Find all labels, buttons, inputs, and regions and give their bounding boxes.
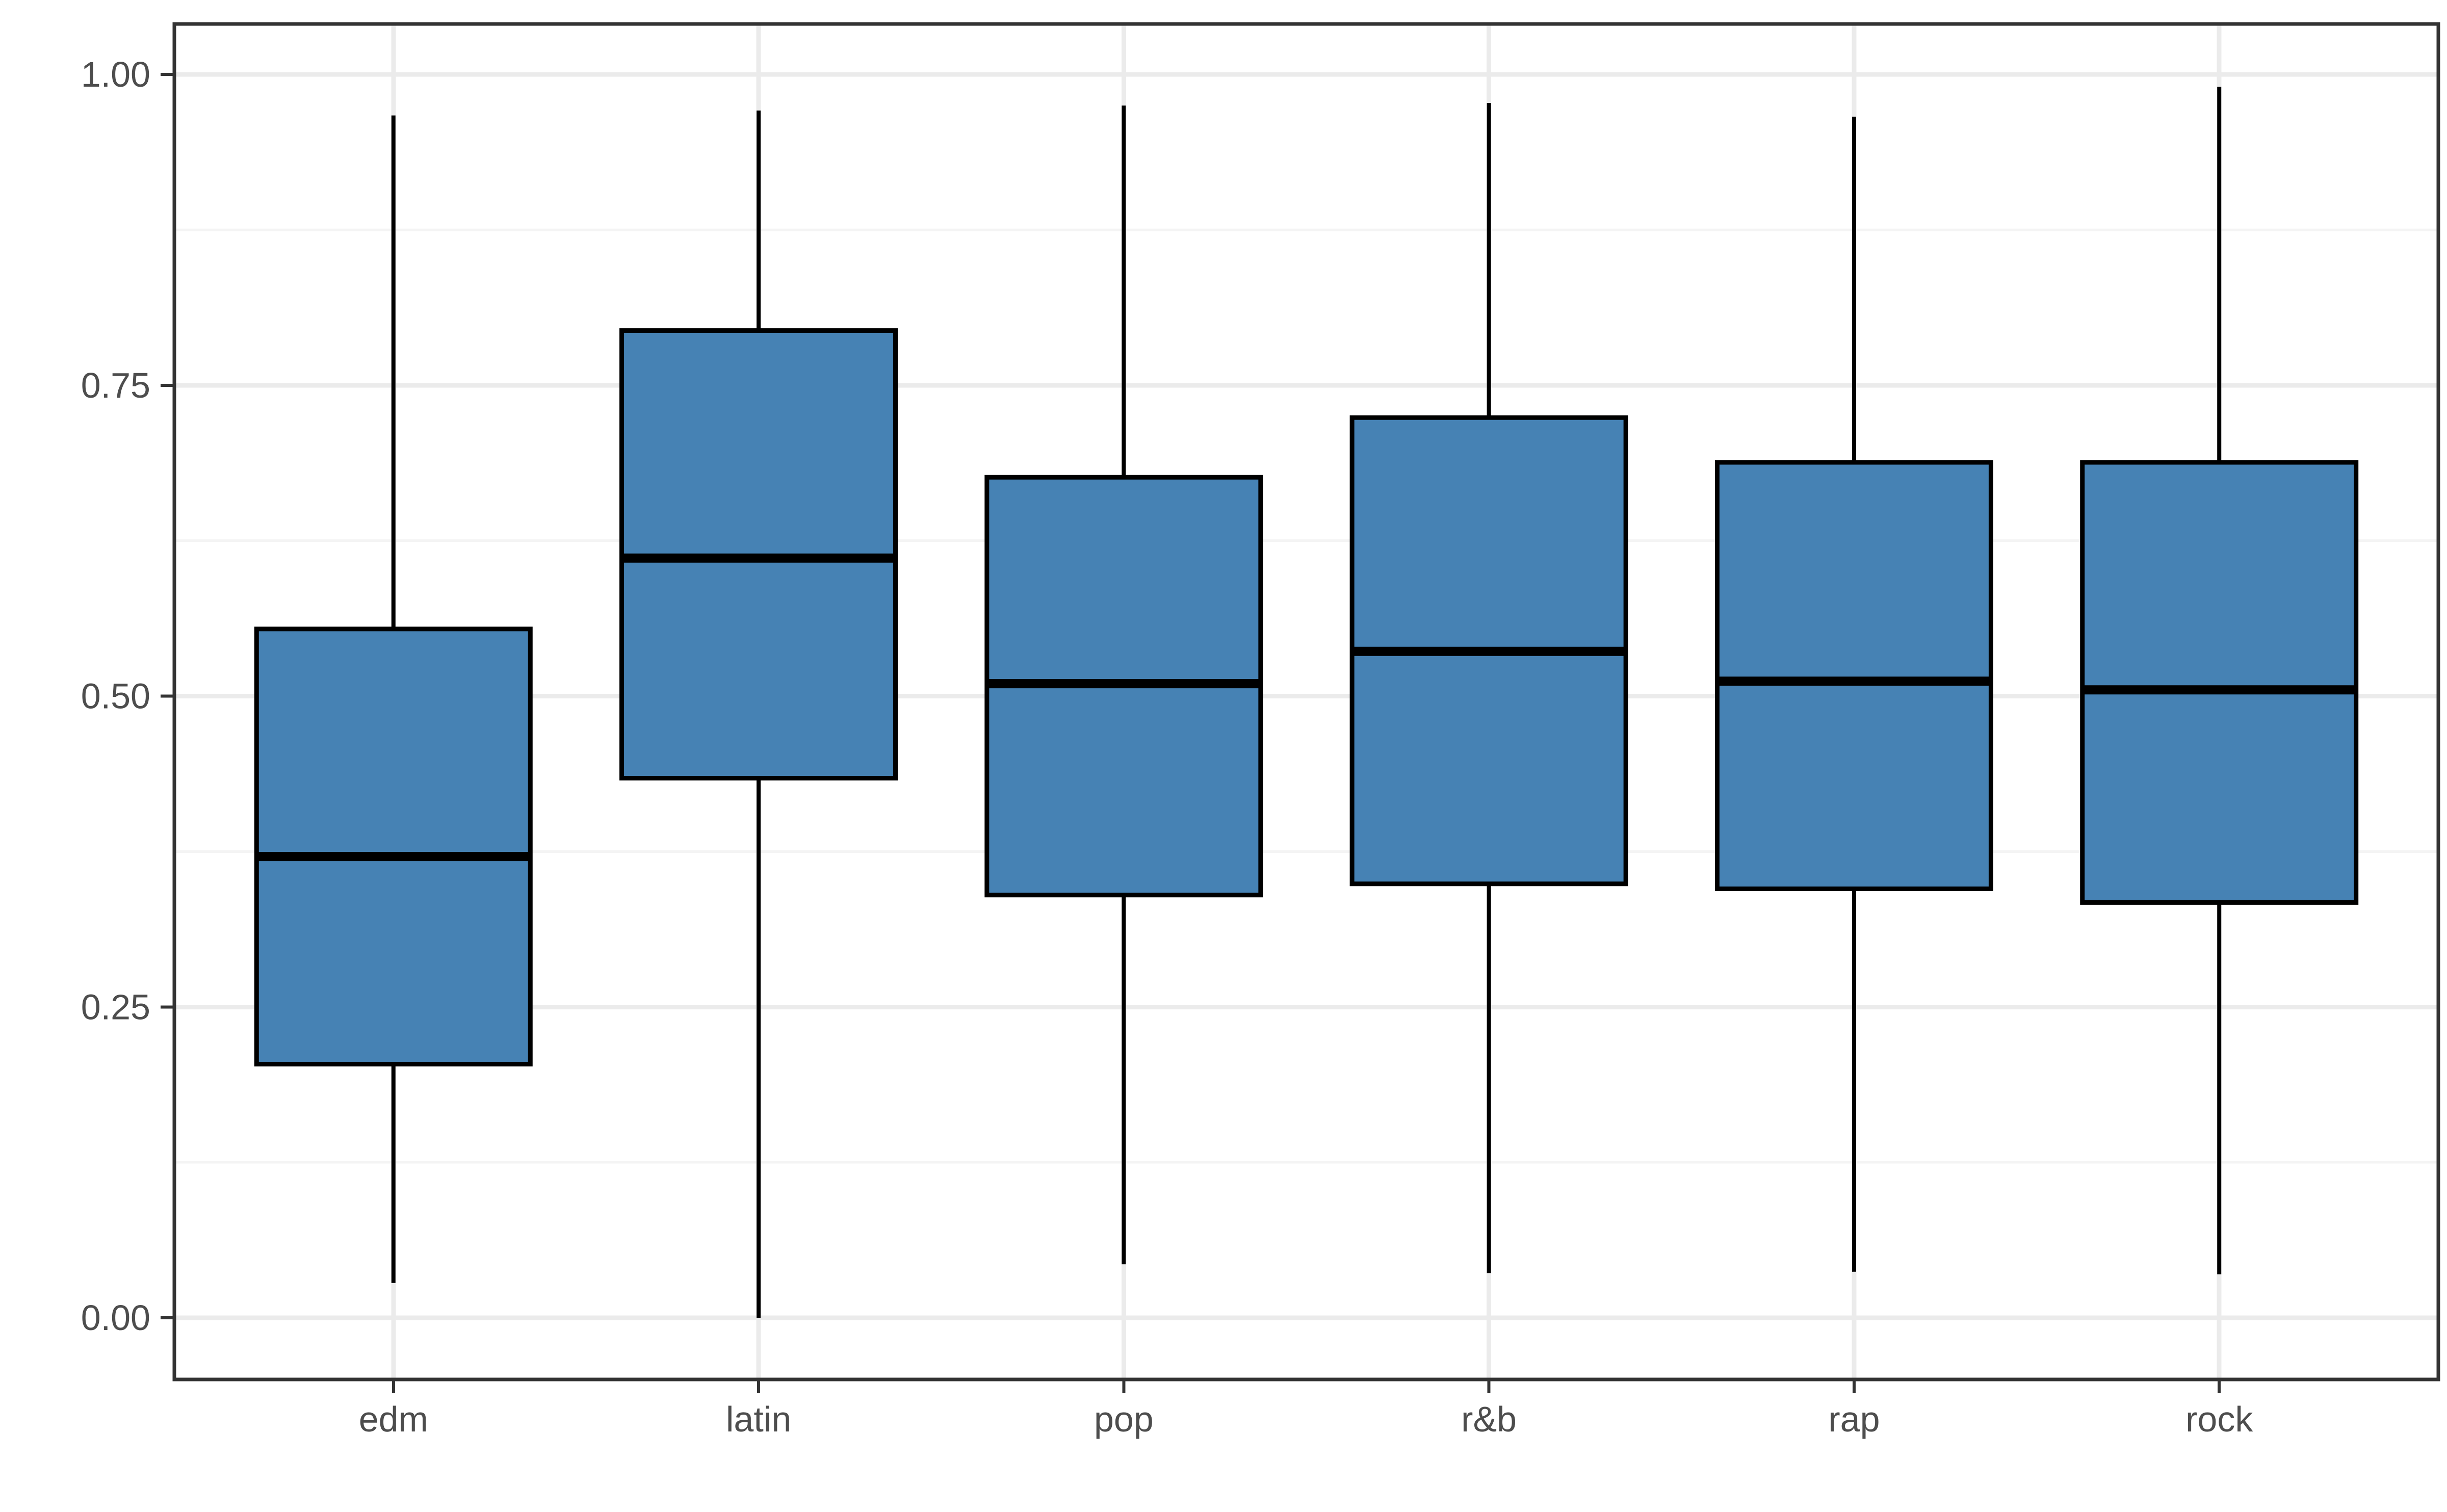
y-tick-label-0.50: 0.50 bbox=[81, 676, 150, 716]
panel-background bbox=[174, 24, 2438, 1379]
x-tick-label-rap: rap bbox=[1828, 1399, 1880, 1439]
y-tick-label-0.25: 0.25 bbox=[81, 987, 150, 1027]
x-tick-label-rock: rock bbox=[2185, 1399, 2253, 1439]
box-edm bbox=[254, 627, 533, 1066]
y-tick-label-0.75: 0.75 bbox=[81, 366, 150, 405]
box-rap bbox=[1714, 460, 1993, 892]
y-tick-label-0.00: 0.00 bbox=[81, 1298, 150, 1338]
panel-border bbox=[172, 22, 2440, 1381]
box-rock bbox=[2080, 460, 2359, 905]
x-tick-label-edm: edm bbox=[359, 1399, 428, 1439]
y-tick-label-1.00: 1.00 bbox=[81, 55, 150, 94]
x-tick-label-r&b: r&b bbox=[1461, 1399, 1517, 1439]
x-tick-label-latin: latin bbox=[726, 1399, 791, 1439]
x-tick-label-pop: pop bbox=[1094, 1399, 1154, 1439]
